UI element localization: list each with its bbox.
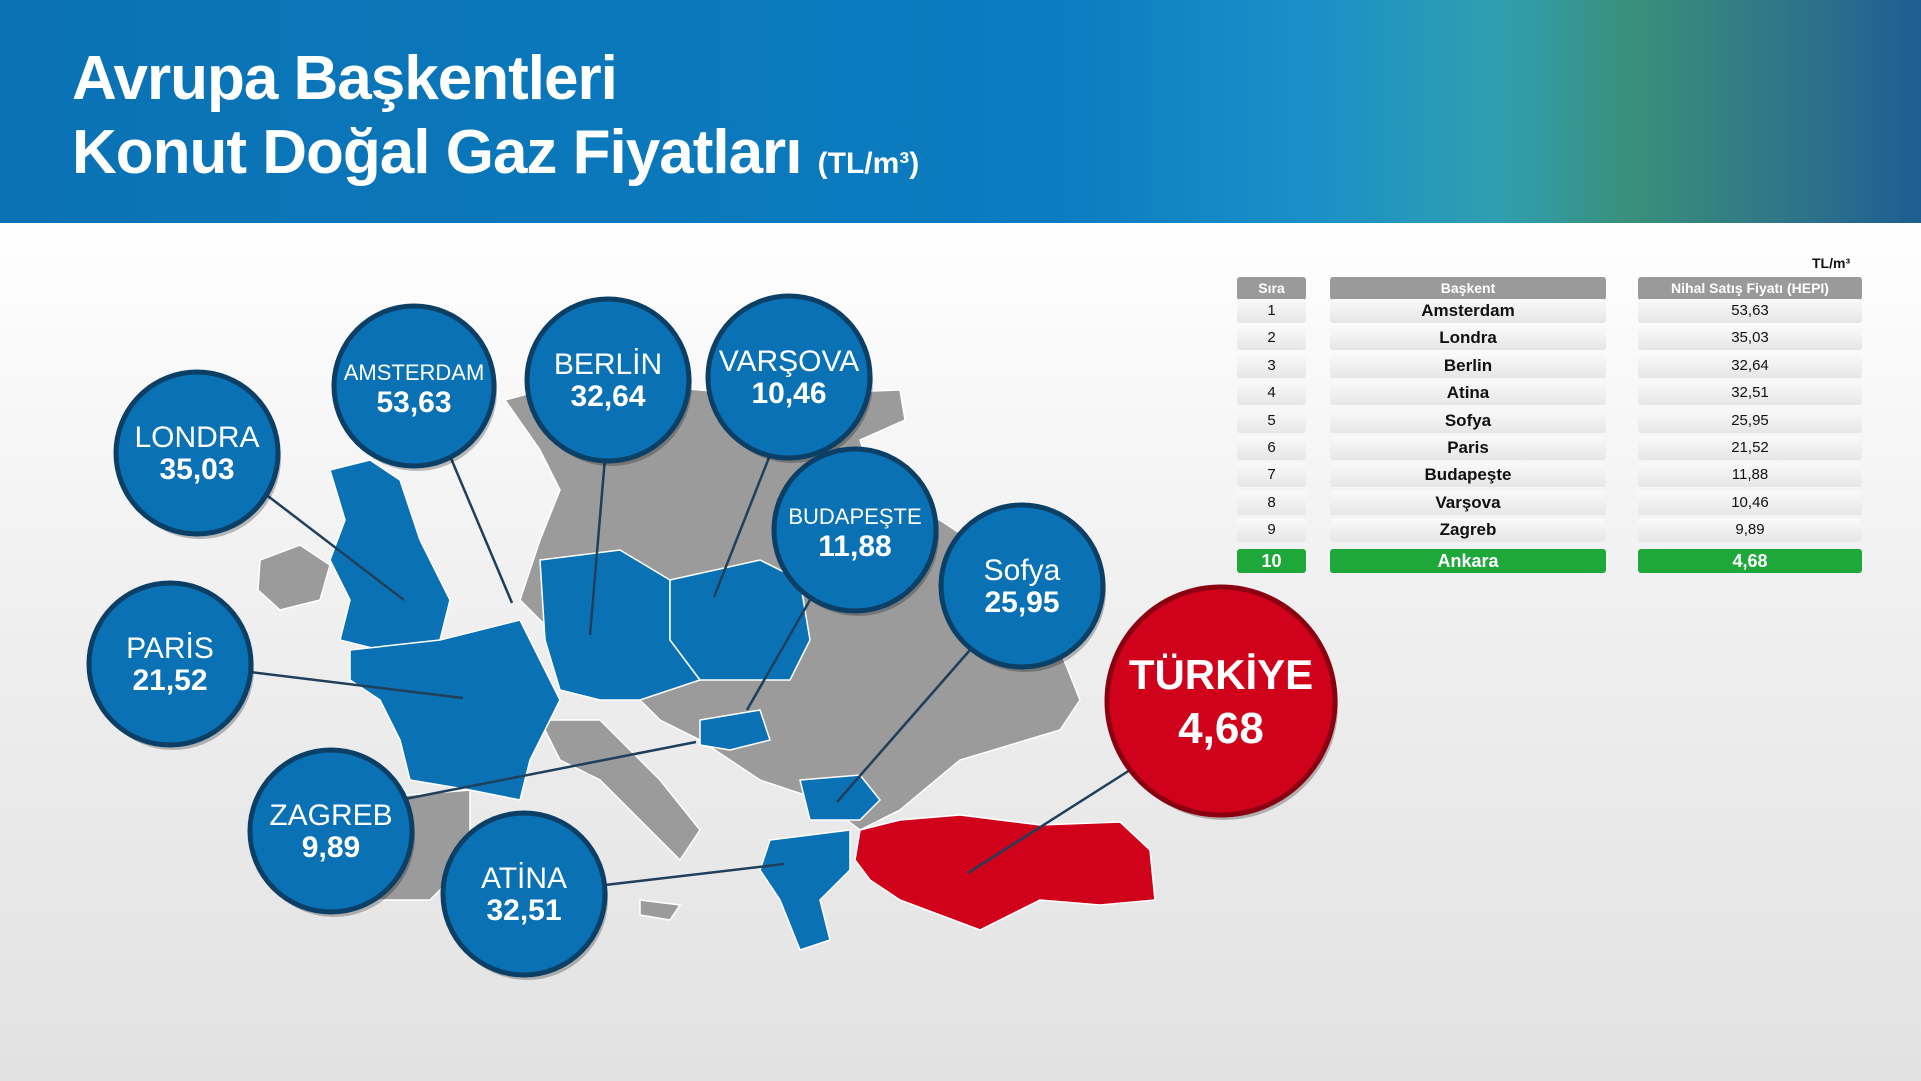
bubble-city-name: TÜRKİYE: [1129, 651, 1313, 698]
table-cell-price: 21,52: [1638, 436, 1862, 460]
bubble-circle: [331, 303, 497, 469]
bubble-price: 10,46: [751, 377, 826, 410]
city-bubble: TÜRKİYE 4,68: [1104, 584, 1338, 820]
table-cell-city: Varşova: [1330, 490, 1606, 515]
table-cell-city: Ankara: [1330, 548, 1606, 573]
page-title: Avrupa Başkentleri Konut Doğal Gaz Fiyat…: [72, 44, 920, 187]
table-cell-rank: 9: [1237, 518, 1306, 543]
map-countries-blue: [329, 459, 882, 951]
bubble-price: 32,51: [486, 894, 561, 927]
table-cell-rank: 6: [1237, 436, 1306, 460]
map-germany: [539, 549, 702, 701]
table-cell-price: 4,68: [1638, 548, 1862, 573]
table-cell-city: Londra: [1330, 326, 1606, 351]
column-header: Sıra: [1237, 277, 1306, 300]
table-cell-rank: 7: [1237, 463, 1306, 488]
bubble-circle: [113, 369, 281, 537]
connector-lines: [249, 454, 1131, 887]
table-cell-rank: 10: [1237, 548, 1306, 573]
header-banner: Avrupa Başkentleri Konut Doğal Gaz Fiyat…: [0, 0, 1921, 223]
table-cell-rank: 1: [1237, 299, 1306, 323]
table-cell-city: Sofya: [1330, 408, 1606, 433]
bubble-price: 11,88: [818, 530, 891, 563]
bubble-price: 53,63: [376, 386, 451, 419]
table-cell-rank: 5: [1237, 408, 1306, 433]
table-cell-price: 9,89: [1638, 518, 1862, 543]
bubble-city-name: BERLİN: [554, 348, 662, 381]
table-cell-city: Atina: [1330, 381, 1606, 406]
bubble-circle: [247, 747, 415, 915]
table-cell-rank: 2: [1237, 326, 1306, 351]
table-cell-city: Budapeşte: [1330, 463, 1606, 488]
table-cell-price: 25,95: [1638, 408, 1862, 433]
bubble-circle: [524, 296, 692, 464]
bubble-city-name: ATİNA: [481, 862, 567, 895]
table-cell-city: Zagreb: [1330, 518, 1606, 543]
table-cell-rank: 8: [1237, 490, 1306, 515]
bubble-circle: [938, 502, 1106, 670]
bubble-city-name: LONDRA: [134, 421, 259, 454]
bubble-circle: [705, 293, 873, 461]
table-cell-price: 10,46: [1638, 490, 1862, 515]
map-poland: [669, 559, 811, 681]
table-cell-price: 53,63: [1638, 299, 1862, 323]
bubble-circle: [440, 810, 608, 978]
table-cell-price: 32,51: [1638, 381, 1862, 406]
bubble-city-name: BUDAPEŞTE: [788, 504, 921, 529]
bubble-circle: [771, 446, 939, 614]
map-france: [349, 619, 561, 801]
table-cell-city: Amsterdam: [1330, 299, 1606, 323]
bubble-price: 32,64: [570, 380, 645, 413]
bubble-price: 4,68: [1178, 704, 1264, 753]
bubble-circle: [86, 580, 254, 748]
bubble-price: 35,03: [159, 453, 234, 486]
table-cell-city: Paris: [1330, 436, 1606, 460]
map-greece: [759, 829, 851, 951]
column-header: Başkent: [1330, 277, 1606, 300]
bubble-price: 21,52: [132, 664, 207, 697]
table-unit: TL/m³: [1812, 255, 1851, 271]
bubble-city-name: ZAGREB: [269, 799, 392, 832]
table-cell-city: Berlin: [1330, 353, 1606, 378]
bubble-city-name: AMSTERDAM: [344, 360, 485, 385]
bubble-price: 9,89: [302, 831, 360, 864]
map-uk: [329, 459, 451, 651]
table-cell-price: 32,64: [1638, 353, 1862, 378]
table-cell-price: 11,88: [1638, 463, 1862, 488]
title-unit: (TL/m³): [817, 147, 920, 180]
table-cell-rank: 4: [1237, 381, 1306, 406]
map-turkey: [854, 814, 1156, 931]
column-header: Nihal Satış Fiyatı (HEPI): [1638, 277, 1862, 300]
table-cell-price: 35,03: [1638, 326, 1862, 351]
bubble-circle: [1104, 584, 1338, 818]
bubble-price: 25,95: [984, 586, 1059, 619]
bubble-city-name: PARİS: [126, 632, 214, 665]
table-cell-rank: 3: [1237, 353, 1306, 378]
bubble-city-name: VARŞOVA: [719, 345, 860, 378]
bubble-city-name: Sofya: [984, 554, 1061, 587]
map-hungary: [699, 709, 771, 751]
